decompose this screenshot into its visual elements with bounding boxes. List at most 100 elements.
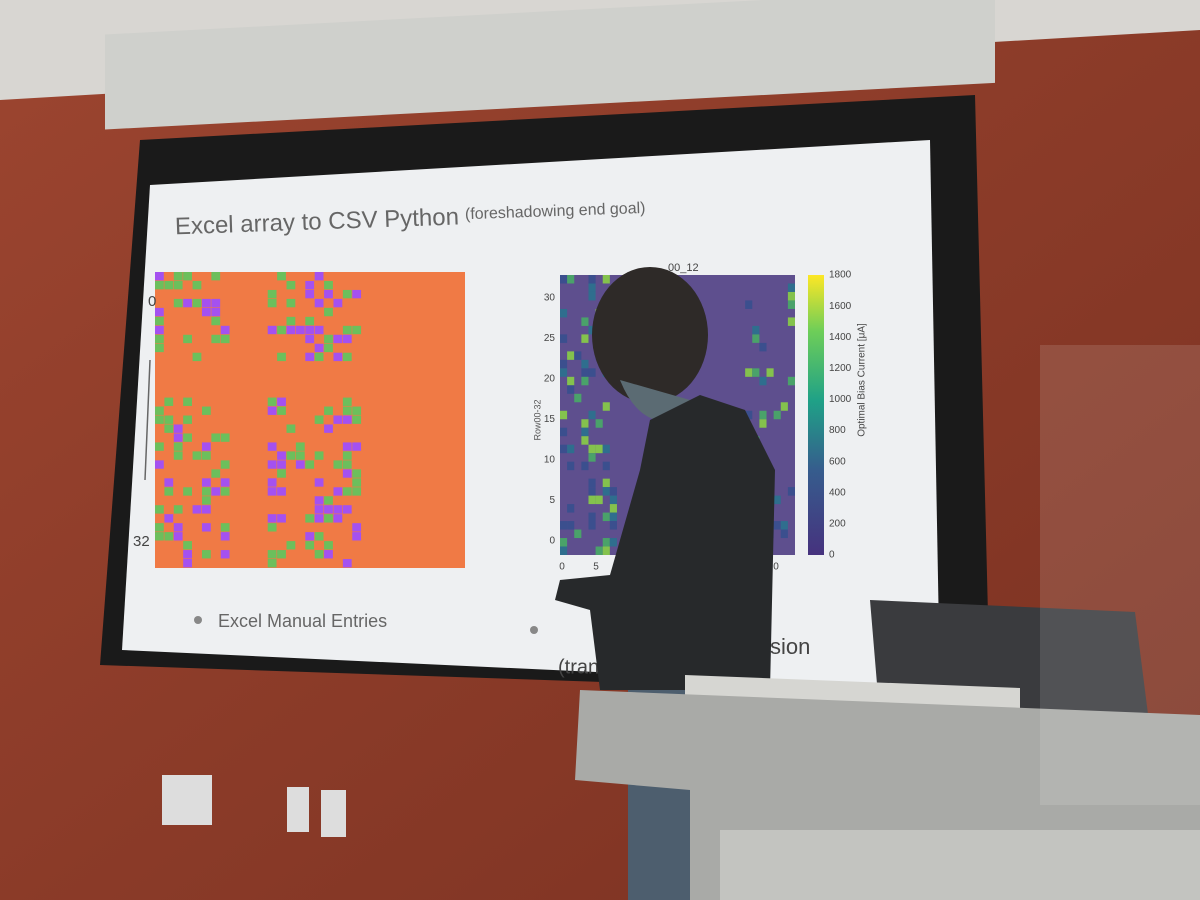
cell (220, 523, 230, 532)
cell (201, 496, 211, 505)
cell (286, 325, 296, 335)
screen-roller (105, 0, 995, 130)
cell (192, 352, 202, 362)
y-tick-label: 20 (544, 374, 556, 385)
cell (286, 316, 296, 326)
cell (201, 487, 211, 496)
cell (220, 487, 230, 496)
cell (342, 469, 352, 478)
cell (567, 521, 575, 530)
cell (581, 368, 589, 377)
cell (164, 478, 174, 487)
cell (602, 402, 610, 411)
colorbar-tick-label: 1200 (829, 363, 852, 374)
cell (277, 325, 286, 335)
cell (324, 307, 333, 317)
cell (787, 317, 795, 326)
cell (780, 529, 788, 539)
cell (277, 272, 286, 281)
cell (595, 419, 603, 428)
cell (588, 521, 596, 530)
y-tick-label: 0 (549, 536, 555, 547)
cell (305, 316, 315, 326)
cell (342, 352, 352, 362)
cell (183, 397, 192, 406)
colorbar-tick-label: 1000 (829, 394, 852, 405)
cell (305, 541, 315, 550)
cell (745, 410, 753, 420)
cell (595, 546, 603, 555)
cell (305, 532, 315, 541)
cell (581, 359, 589, 369)
cell (305, 352, 315, 362)
cell (277, 406, 286, 415)
cell (267, 487, 277, 496)
cell (567, 444, 575, 454)
cell (759, 410, 767, 420)
cell (155, 343, 164, 353)
cell (759, 419, 767, 428)
cell (574, 529, 582, 539)
cell (588, 444, 596, 454)
y-tick-label: 15 (544, 414, 556, 425)
cell (220, 532, 230, 541)
cell (183, 334, 192, 344)
colorbar-tick-label: 600 (829, 456, 846, 467)
cell (752, 325, 760, 335)
y-axis-label: Row00-32 (532, 399, 542, 440)
cell (333, 298, 343, 308)
cell (588, 275, 596, 284)
cell (286, 451, 296, 460)
axes: 0510152025300510020040060080010001200140… (544, 270, 852, 573)
cell (314, 478, 324, 487)
cell (183, 559, 192, 568)
cell (567, 351, 575, 360)
cell (342, 334, 352, 344)
cell (609, 495, 617, 505)
left-bullet: Excel Manual Entries (218, 611, 387, 631)
cell (155, 415, 164, 424)
y-tick-label: 25 (544, 333, 556, 344)
cell (602, 478, 610, 488)
cell (333, 334, 343, 344)
glass-shield (1040, 345, 1200, 805)
cell (305, 334, 315, 344)
cell (609, 521, 617, 530)
cell (581, 436, 589, 445)
cell (352, 487, 362, 496)
cell (277, 550, 286, 559)
cell (305, 289, 315, 299)
cell (581, 334, 589, 343)
cell (192, 280, 202, 290)
cell (155, 272, 164, 281)
cell (305, 514, 315, 523)
cell (352, 325, 362, 335)
cell (164, 514, 174, 523)
cell (277, 352, 286, 362)
cell (314, 532, 324, 541)
cell (295, 451, 305, 460)
cell (352, 289, 362, 299)
cell (602, 512, 610, 522)
cell (201, 442, 211, 451)
cell (220, 550, 230, 559)
cell (267, 523, 277, 532)
cell (773, 495, 781, 505)
wall-plate (162, 775, 212, 825)
cell (324, 514, 333, 523)
cell (560, 546, 568, 555)
cell (581, 376, 589, 386)
cell (780, 521, 788, 530)
cell (164, 397, 174, 406)
cell (602, 546, 610, 555)
cell (305, 325, 315, 335)
cell (342, 460, 352, 469)
cell (324, 496, 333, 505)
colorbar-tick-label: 800 (829, 425, 846, 436)
cell (602, 444, 610, 454)
cell (342, 415, 352, 424)
colorbar-tick-label: 1800 (829, 270, 852, 281)
cell (277, 397, 286, 406)
cell (609, 487, 617, 496)
